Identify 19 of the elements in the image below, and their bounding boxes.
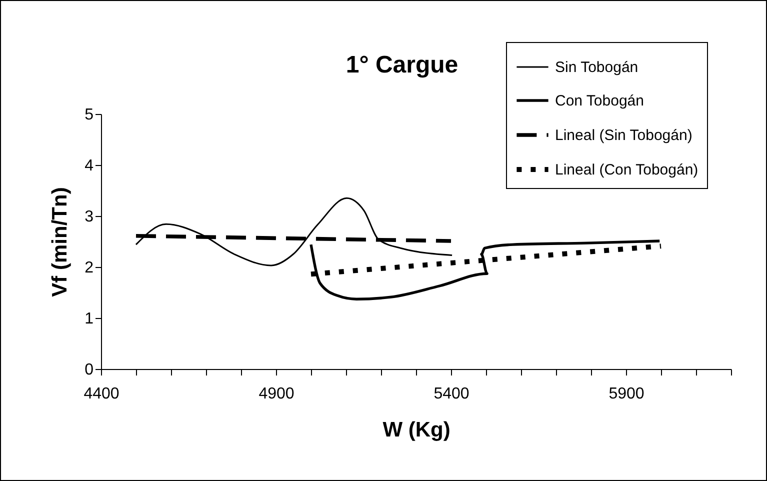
y-tick-label: 2	[84, 260, 94, 276]
legend-label: Sin Tobogán	[555, 59, 638, 76]
y-tick-label: 1	[84, 310, 94, 328]
x-tick-label: 4400	[84, 386, 120, 402]
y-tick-label: 4	[84, 158, 94, 174]
x-tick-label: 5900	[608, 386, 644, 402]
y-tick-label: 5	[84, 106, 94, 124]
x-tick-label: 4900	[258, 386, 294, 402]
legend-label: Lineal (Con Tobogán)	[555, 162, 698, 178]
x-tick-label: 5400	[434, 386, 470, 402]
legend-label: Con Tobogán	[555, 92, 644, 110]
line-series	[310, 240, 661, 300]
legend-label: Lineal (Sin Tobogán)	[555, 127, 692, 144]
line-series	[135, 197, 453, 266]
chart-title: 1° Cargue	[346, 52, 458, 78]
y-tick-label: 3	[84, 208, 94, 226]
y-axis-title: Vf (min/Tn)	[48, 187, 72, 297]
y-tick-label: 0	[84, 362, 94, 378]
x-axis-title: W (Kg)	[382, 418, 450, 442]
